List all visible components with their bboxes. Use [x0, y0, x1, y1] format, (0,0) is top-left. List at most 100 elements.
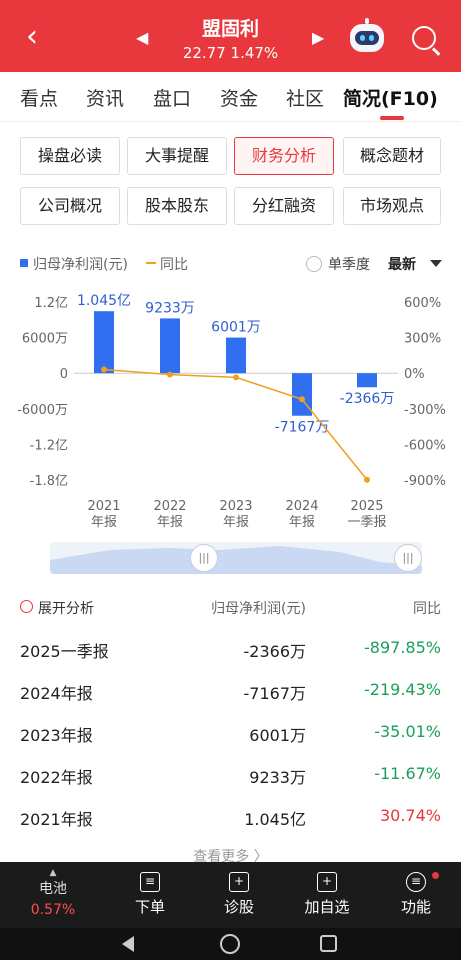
- btn-event-reminder[interactable]: 大事提醒: [127, 137, 227, 175]
- bar-data-label: 1.045亿: [77, 293, 131, 309]
- x-tick-label: 2023: [219, 499, 252, 514]
- battery-change: 0.57%: [30, 902, 76, 918]
- caret-up-icon: ▲: [49, 868, 57, 878]
- legend-bar-label: 归母净利润(元): [33, 257, 128, 273]
- btn-shareholders[interactable]: 股本股东: [127, 187, 227, 225]
- x-tick-label: 年报: [157, 515, 183, 530]
- expand-analysis-label[interactable]: 展开分析: [38, 601, 94, 617]
- prev-stock-icon[interactable]: ◀: [136, 28, 149, 47]
- bar: [94, 311, 114, 374]
- yoy-point: [167, 371, 173, 378]
- bar-data-label: -2366万: [340, 391, 395, 407]
- bar-data-label: -7167万: [275, 420, 330, 436]
- row-profit: 1.045亿: [244, 810, 306, 829]
- add-watchlist-button[interactable]: + 加自选: [292, 872, 362, 917]
- col-header-yoy: 同比: [413, 601, 441, 617]
- row-profit: 6001万: [249, 726, 306, 745]
- bottom-toolbar: ▲ 电池 0.57% ≡ 下单 + 诊股 + 加自选 ≡ 功能: [0, 862, 461, 928]
- table-row[interactable]: 2025一季报 -2366万 -897.85%: [0, 628, 461, 670]
- row-yoy: -219.43%: [364, 680, 441, 699]
- btn-trading-must-read[interactable]: 操盘必读: [20, 137, 120, 175]
- tab-news[interactable]: 资讯: [86, 88, 125, 110]
- yoy-point: [101, 366, 107, 373]
- row-period: 2025一季报: [20, 642, 109, 661]
- search-icon[interactable]: [412, 26, 436, 50]
- nav-back-icon[interactable]: [122, 936, 134, 952]
- btn-concepts[interactable]: 概念题材: [343, 137, 441, 175]
- tab-highlights[interactable]: 看点: [20, 88, 59, 110]
- row-period: 2021年报: [20, 810, 93, 829]
- tab-f10[interactable]: 简况(F10): [343, 88, 438, 110]
- legend-bar-swatch: [20, 259, 28, 267]
- latest-dropdown[interactable]: 最新: [388, 257, 416, 273]
- order-icon: ≡: [140, 872, 160, 892]
- tab-funds[interactable]: 资金: [220, 88, 259, 110]
- row-profit: -7167万: [243, 684, 307, 703]
- next-stock-icon[interactable]: ▶: [312, 28, 325, 47]
- battery-sector-item[interactable]: ▲ 电池 0.57%: [18, 868, 88, 918]
- single-quarter-label[interactable]: 单季度: [328, 257, 370, 273]
- functions-icon: ≡: [406, 872, 426, 892]
- bar-data-label: 6001万: [211, 320, 261, 336]
- row-yoy: 30.74%: [379, 806, 441, 825]
- x-tick-label: 2022: [153, 499, 186, 514]
- notification-dot: [432, 872, 439, 879]
- system-nav-bar: [0, 928, 461, 960]
- y-left-tick-label: 0: [60, 367, 68, 382]
- row-yoy: -11.67%: [374, 764, 441, 783]
- bar: [226, 337, 246, 374]
- y-right-tick-label: 600%: [404, 296, 441, 311]
- analysis-pie-icon[interactable]: [20, 600, 33, 613]
- tab-quotes[interactable]: 盘口: [153, 88, 192, 110]
- row-profit: 9233万: [249, 768, 306, 787]
- row-period: 2024年报: [20, 684, 93, 703]
- table-row[interactable]: 2022年报 9233万 -11.67%: [0, 754, 461, 796]
- active-tab-indicator: [380, 116, 404, 120]
- functions-button[interactable]: ≡ 功能: [381, 872, 451, 917]
- app-header: ‹ ◀ ▶ 盟固利 22.77 1.47%: [0, 0, 461, 72]
- btn-market-views[interactable]: 市场观点: [343, 187, 441, 225]
- diagnose-button[interactable]: + 诊股: [204, 872, 274, 917]
- y-right-tick-label: -900%: [404, 474, 446, 489]
- add-watchlist-icon: +: [317, 872, 337, 892]
- btn-financial-analysis[interactable]: 财务分析: [234, 137, 334, 175]
- battery-label: 电池: [39, 881, 67, 897]
- legend-line-label: 同比: [160, 257, 188, 273]
- y-left-tick-label: -1.8亿: [30, 474, 68, 489]
- nav-recent-icon[interactable]: [320, 935, 337, 952]
- btn-dividends[interactable]: 分红融资: [234, 187, 334, 225]
- table-row[interactable]: 2021年报 1.045亿 30.74%: [0, 796, 461, 838]
- table-row[interactable]: 2024年报 -7167万 -219.43%: [0, 670, 461, 712]
- y-left-tick-label: 1.2亿: [34, 296, 68, 311]
- scroller-handle-left[interactable]: |||: [190, 544, 218, 572]
- view-more-link[interactable]: 查看更多 〉: [193, 849, 268, 865]
- diagnose-icon: +: [229, 872, 249, 892]
- scroller-handle-right[interactable]: |||: [394, 544, 422, 572]
- scroller-preview: [50, 546, 422, 574]
- row-yoy: -897.85%: [364, 638, 441, 657]
- stock-name: 盟固利: [201, 18, 259, 40]
- x-tick-label: 一季报: [347, 515, 386, 530]
- nav-home-icon[interactable]: [220, 934, 240, 954]
- robot-assistant-icon[interactable]: [350, 18, 384, 52]
- chart-range-scroller[interactable]: [50, 542, 422, 574]
- order-button[interactable]: ≡ 下单: [115, 872, 185, 917]
- back-icon[interactable]: ‹: [26, 19, 38, 54]
- chevron-down-icon[interactable]: [430, 260, 442, 267]
- x-tick-label: 年报: [223, 515, 249, 530]
- y-left-tick-label: -6000万: [17, 403, 68, 418]
- row-profit: -2366万: [243, 642, 307, 661]
- x-tick-label: 年报: [91, 515, 117, 530]
- tab-community[interactable]: 社区: [286, 88, 325, 110]
- order-label: 下单: [134, 898, 165, 916]
- yoy-point: [299, 396, 305, 403]
- single-quarter-radio[interactable]: [306, 256, 322, 272]
- functions-label: 功能: [400, 898, 431, 916]
- btn-company-profile[interactable]: 公司概况: [20, 187, 120, 225]
- profit-chart: 1.2亿 600% 6000万 300% 0 0% -6000万 -300% -1.2亿 -600…: [17, 293, 446, 530]
- col-header-profit: 归母净利润(元): [211, 601, 306, 617]
- bar-data-label: 9233万: [145, 300, 195, 316]
- table-row[interactable]: 2023年报 6001万 -35.01%: [0, 712, 461, 754]
- stock-price: 22.77 1.47%: [182, 44, 279, 62]
- diagnose-label: 诊股: [223, 898, 254, 916]
